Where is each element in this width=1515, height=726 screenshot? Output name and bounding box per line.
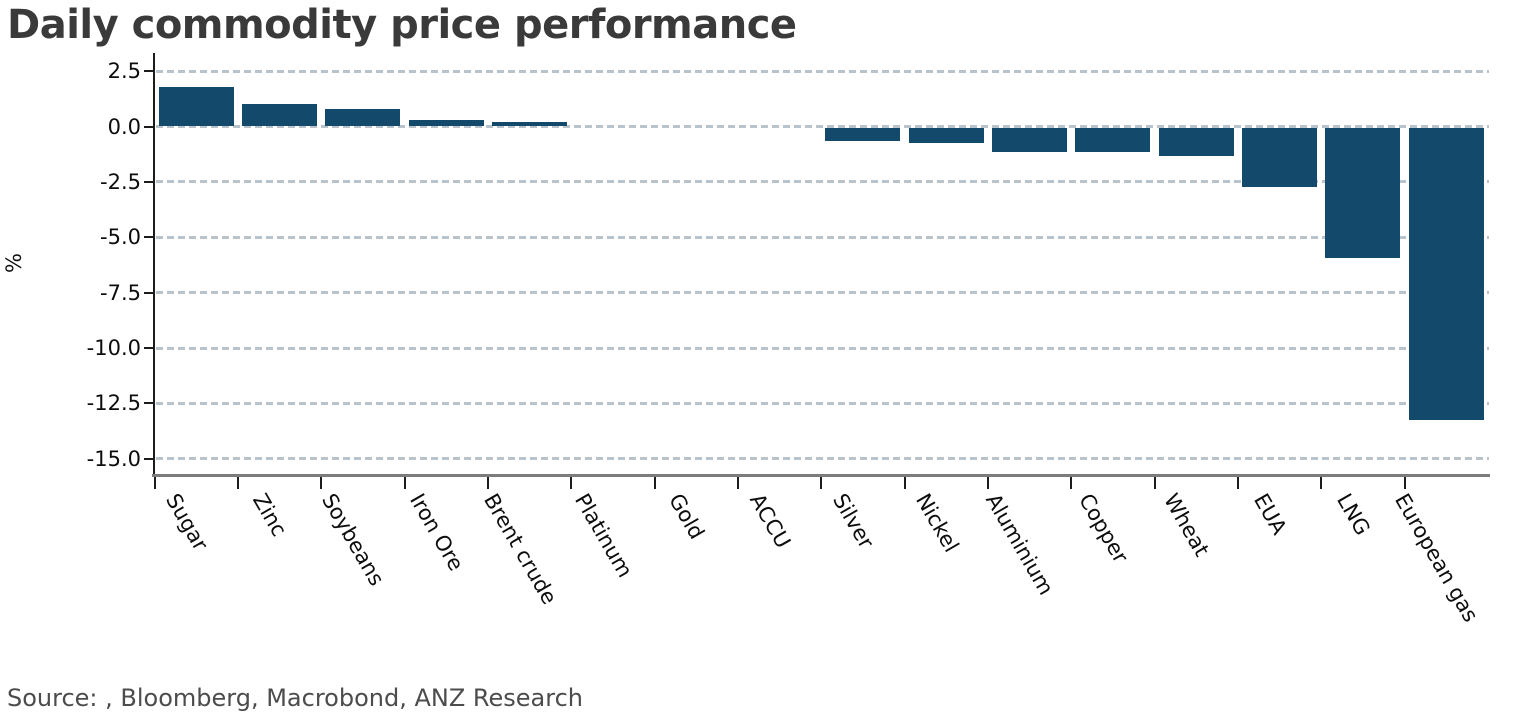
x-category-label: Platinum [569,489,637,582]
x-category-label: Sugar [161,489,213,555]
x-category-label: European gas [1390,489,1484,627]
bar-silver [825,127,901,141]
y-tick-label: 0.0 [107,114,141,139]
y-axis-tick [144,291,154,294]
x-category-label: Iron Ore [405,489,469,575]
x-axis-tick [1153,477,1156,489]
y-tick-label: -7.5 [100,280,141,305]
bar-wheat [1158,127,1234,157]
y-axis-tick [144,457,154,460]
x-category-label: Nickel [910,489,964,557]
y-tick-label: -2.5 [100,169,141,194]
y-tick-label: -12.5 [86,391,141,416]
x-category-label: ACCU [744,489,796,553]
y-tick-label: -5.0 [100,225,141,250]
y-axis-tick [144,70,154,73]
gridline [156,401,1489,405]
bar-zinc [242,104,318,127]
bar-european-gas [1408,127,1484,420]
gridline [156,235,1489,239]
y-axis-tick [144,402,154,405]
bar-soybeans [325,108,401,127]
x-axis-tick [736,477,739,489]
gridline [156,180,1489,184]
y-tick-label: 2.5 [107,59,141,84]
gridline [156,69,1489,73]
x-axis-tick [570,477,573,489]
bar-nickel [908,127,984,143]
y-axis-tick [144,236,154,239]
x-axis-tick [1320,477,1323,489]
x-axis-tick [903,477,906,489]
x-category-label: Zinc [248,489,292,541]
y-axis-tick [144,180,154,183]
x-category-label: LNG [1332,489,1375,540]
x-axis-tick [403,477,406,489]
bar-iron-ore [408,119,484,127]
y-axis-spine [153,53,155,477]
x-category-label: Aluminium [981,489,1059,600]
x-axis-tick [486,477,489,489]
bar-lng [1325,127,1401,259]
x-axis-tick [1403,477,1406,489]
y-tick-label: -10.0 [86,336,141,360]
y-axis-tick [144,125,154,128]
x-axis-spine [152,474,1490,477]
chart-title: Daily commodity price performance [7,2,797,48]
gridline [156,346,1489,350]
x-axis-tick [320,477,323,489]
x-axis-tick [236,477,239,489]
x-axis-tick [986,477,989,489]
y-axis-tick [144,347,154,349]
bar-aluminium [992,127,1068,152]
x-category-label: Gold [664,489,710,544]
x-axis-tick [820,477,823,489]
source-note: Source: , Bloomberg, Macrobond, ANZ Rese… [7,684,583,712]
x-category-label: Wheat [1159,489,1215,561]
bar-sugar [158,86,234,127]
x-category-label: Silver [828,489,879,553]
gridline [156,291,1489,295]
bar-brent-crude [492,122,568,127]
y-tick-label: -15.0 [86,446,141,471]
bar-eua [1242,127,1318,188]
x-category-label: Soybeans [317,489,390,590]
gridline [156,457,1489,461]
gridline [156,125,1489,128]
x-axis-tick [653,477,656,489]
x-axis-tick [1236,477,1239,489]
x-axis-tick [153,477,156,489]
bar-copper [1075,127,1151,152]
x-category-label: EUA [1248,489,1292,539]
x-category-label: Copper [1074,489,1133,568]
x-category-label: Brent crude [478,489,562,609]
x-axis-tick [1070,477,1073,489]
